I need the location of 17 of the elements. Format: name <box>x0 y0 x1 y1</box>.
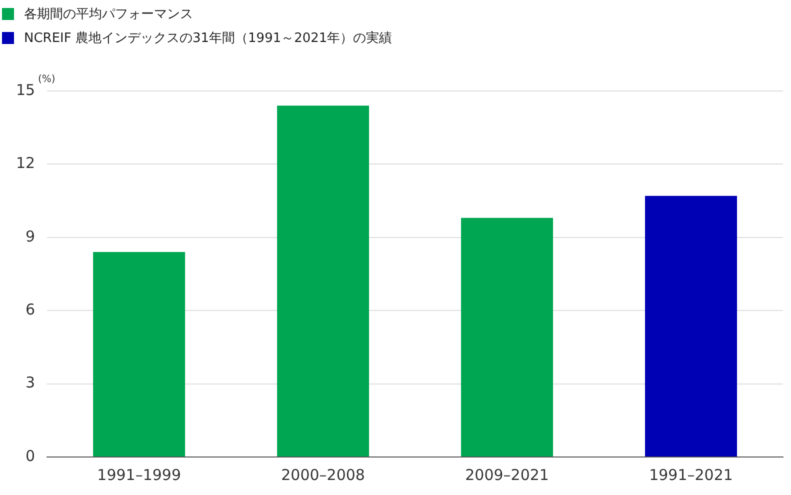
y-tick-label: 15 <box>16 80 36 99</box>
bar <box>93 252 186 456</box>
y-tick-label: 0 <box>26 446 36 465</box>
y-tick-label: 9 <box>26 227 36 246</box>
bar <box>277 106 370 456</box>
legend-label: NCREIF 農地インデックスの31年間（1991～2021年）の実績 <box>24 30 392 47</box>
legend-label: 各期間の平均パフォーマンス <box>24 6 193 23</box>
bar <box>461 218 554 456</box>
bar <box>645 196 738 456</box>
x-tick-label: 2009–2021 <box>465 466 549 484</box>
y-tick-label: 3 <box>26 374 36 392</box>
x-tick-label: 2000–2008 <box>281 466 365 484</box>
x-tick-label: 1991–2021 <box>649 466 733 484</box>
x-tick-label: 1991–1999 <box>97 466 182 484</box>
y-tick-label: 6 <box>26 300 36 318</box>
y-axis-title: (%) <box>38 74 56 85</box>
y-tick-label: 12 <box>16 154 36 172</box>
